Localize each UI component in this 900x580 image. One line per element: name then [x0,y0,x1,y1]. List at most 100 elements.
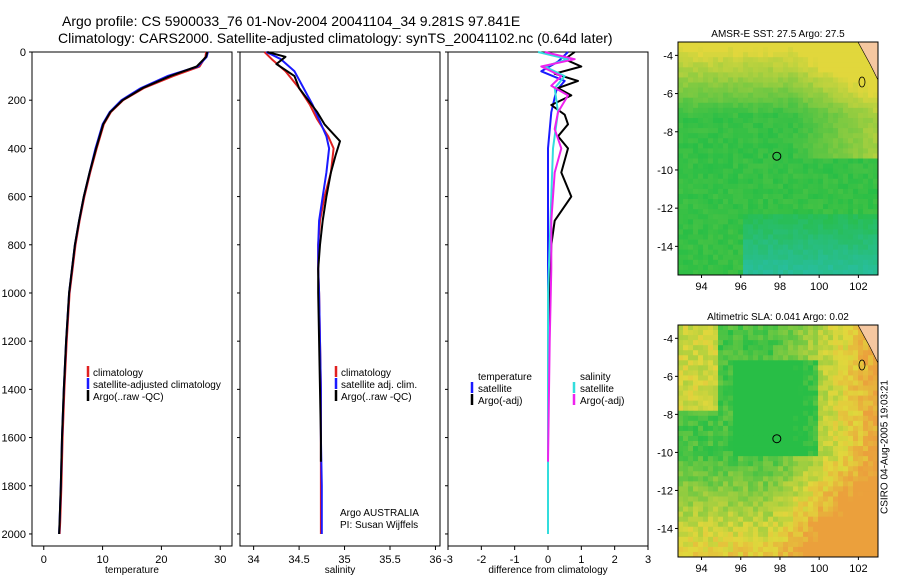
map-cell [733,87,739,94]
map-cell [808,178,814,185]
map-cell [703,264,709,271]
map-cell [713,425,719,432]
map-cell [693,350,699,356]
map-cell [793,325,799,331]
map-cell [768,42,774,48]
map-cell [778,168,784,175]
map-cell [803,355,809,361]
map-cell [843,350,849,356]
map-cell [678,67,684,73]
map-cell [778,107,784,114]
map-cell [783,117,789,124]
map-cell [718,77,724,83]
map-cell [753,77,759,83]
map-cell [843,153,849,159]
map-cell [843,471,849,477]
map-cell [778,486,784,492]
map-cell [683,163,689,170]
map-cell [698,435,704,442]
map-cell [698,128,704,134]
map-cell [748,128,754,134]
map-cell [778,143,784,149]
map-cell [788,138,794,144]
map-cell [683,269,689,276]
map-cell [828,102,834,109]
map-cell [753,244,759,251]
map-cell [813,77,819,83]
map-cell [703,193,709,200]
map-cell [773,526,779,533]
map-cell [738,82,744,88]
map-cell [798,481,804,487]
map-cell [828,178,834,185]
map-cell [748,249,754,256]
map-cell [848,193,854,200]
map-cell [733,133,739,139]
map-cell [808,551,814,558]
map-cell [873,117,879,124]
map-cell [788,87,794,94]
map-cell [813,446,819,452]
map-cell [723,395,729,402]
map-cell [778,259,784,266]
map-cell [703,466,709,472]
map-cell [723,62,729,68]
map-cell [853,259,859,266]
map-cell [838,400,844,407]
map-cell [863,370,869,376]
map-cell [723,153,729,159]
map-cell [858,340,864,346]
map-cell [678,148,684,154]
map-cell [783,546,789,553]
map-cell [718,425,724,432]
map-cell [853,521,859,528]
map-cell [728,531,734,538]
map-cell [833,430,839,437]
map-cell [688,355,694,361]
map-cell [828,466,834,472]
map-cell [718,335,724,341]
map-cell [798,521,804,528]
map-cell [703,340,709,346]
map-cell [723,102,729,109]
map-cell [828,325,834,331]
map-cell [708,415,714,422]
map-cell [823,435,829,442]
map-cell [708,254,714,261]
map-cell [683,370,689,376]
map-cell [823,481,829,487]
map-cell [858,496,864,502]
map-cell [778,214,784,220]
map-cell [828,546,834,553]
map-cell [753,214,759,220]
map-cell [708,62,714,68]
map-cell [773,178,779,185]
map-cell [738,486,744,492]
map-cell [703,516,709,523]
map-cell [853,107,859,114]
map-cell [863,67,869,73]
map-cell [798,82,804,88]
map-cell [808,355,814,361]
map-cell [858,264,864,271]
map-cell [713,67,719,73]
map-cell [848,209,854,215]
map-cell [683,62,689,68]
map-cell [868,254,874,261]
map-cell [683,375,689,381]
map-cell [773,229,779,235]
map-cell [818,355,824,361]
map-cell [798,204,804,210]
map-cell [843,204,849,210]
map-cell [708,57,714,63]
map-cell [843,355,849,361]
map-cell [783,435,789,442]
map-cell [843,395,849,402]
map-cell [793,188,799,195]
map-cell [693,446,699,452]
map-cell [728,188,734,195]
map-cell [703,325,709,331]
map-cell [703,375,709,381]
map-cell [793,481,799,487]
map-cell [873,214,879,220]
